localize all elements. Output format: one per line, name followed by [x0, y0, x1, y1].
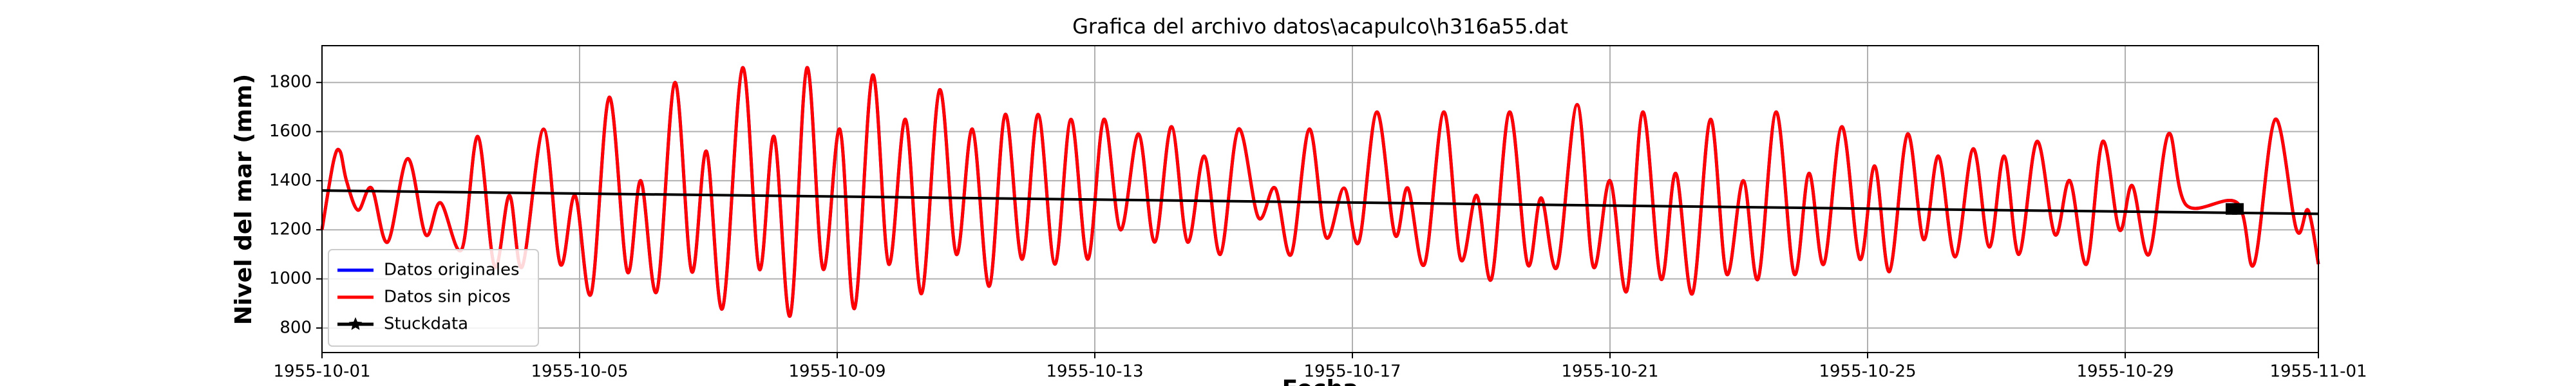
- x-tick-label: 1955-10-05: [531, 362, 628, 381]
- x-tick-label: 1955-10-09: [788, 362, 886, 381]
- x-tick-label: 1955-10-13: [1046, 362, 1143, 381]
- x-tick-label: 1955-11-01: [2269, 362, 2367, 381]
- y-tick-label: 800: [279, 318, 312, 337]
- legend: Datos originales Datos sin picos Stuckdata: [328, 249, 539, 347]
- x-tick-label: 1955-10-25: [1819, 362, 1916, 381]
- legend-marker: [348, 317, 363, 330]
- legend-label: Datos originales: [384, 261, 520, 280]
- y-tick-label: 1200: [269, 220, 312, 239]
- legend-box: [328, 249, 539, 347]
- y-axis-label: Nivel del mar (mm): [231, 74, 257, 325]
- y-tick-label: 1400: [269, 170, 312, 190]
- chart-title: Grafica del archivo datos\acapulco\h316a…: [1072, 14, 1568, 39]
- y-tick-label: 1600: [269, 122, 312, 141]
- y-tick-label: 1800: [269, 73, 312, 92]
- data-line: [321, 189, 2319, 216]
- x-tick-label: 1955-10-21: [1561, 362, 1658, 381]
- data-line: [320, 66, 2320, 318]
- x-axis-label: Fecha: [1282, 376, 1359, 386]
- x-tick-label: 1955-10-29: [2076, 362, 2174, 381]
- legend-label: Stuckdata: [384, 315, 468, 334]
- y-tick-label: 1000: [269, 269, 312, 288]
- legend-label: Datos sin picos: [384, 288, 511, 307]
- stuck-marker: [2232, 203, 2244, 215]
- plot-frame: [321, 45, 2319, 353]
- x-tick-label: 1955-10-01: [273, 362, 370, 381]
- x-tick-label: 1955-10-17: [1303, 362, 1401, 381]
